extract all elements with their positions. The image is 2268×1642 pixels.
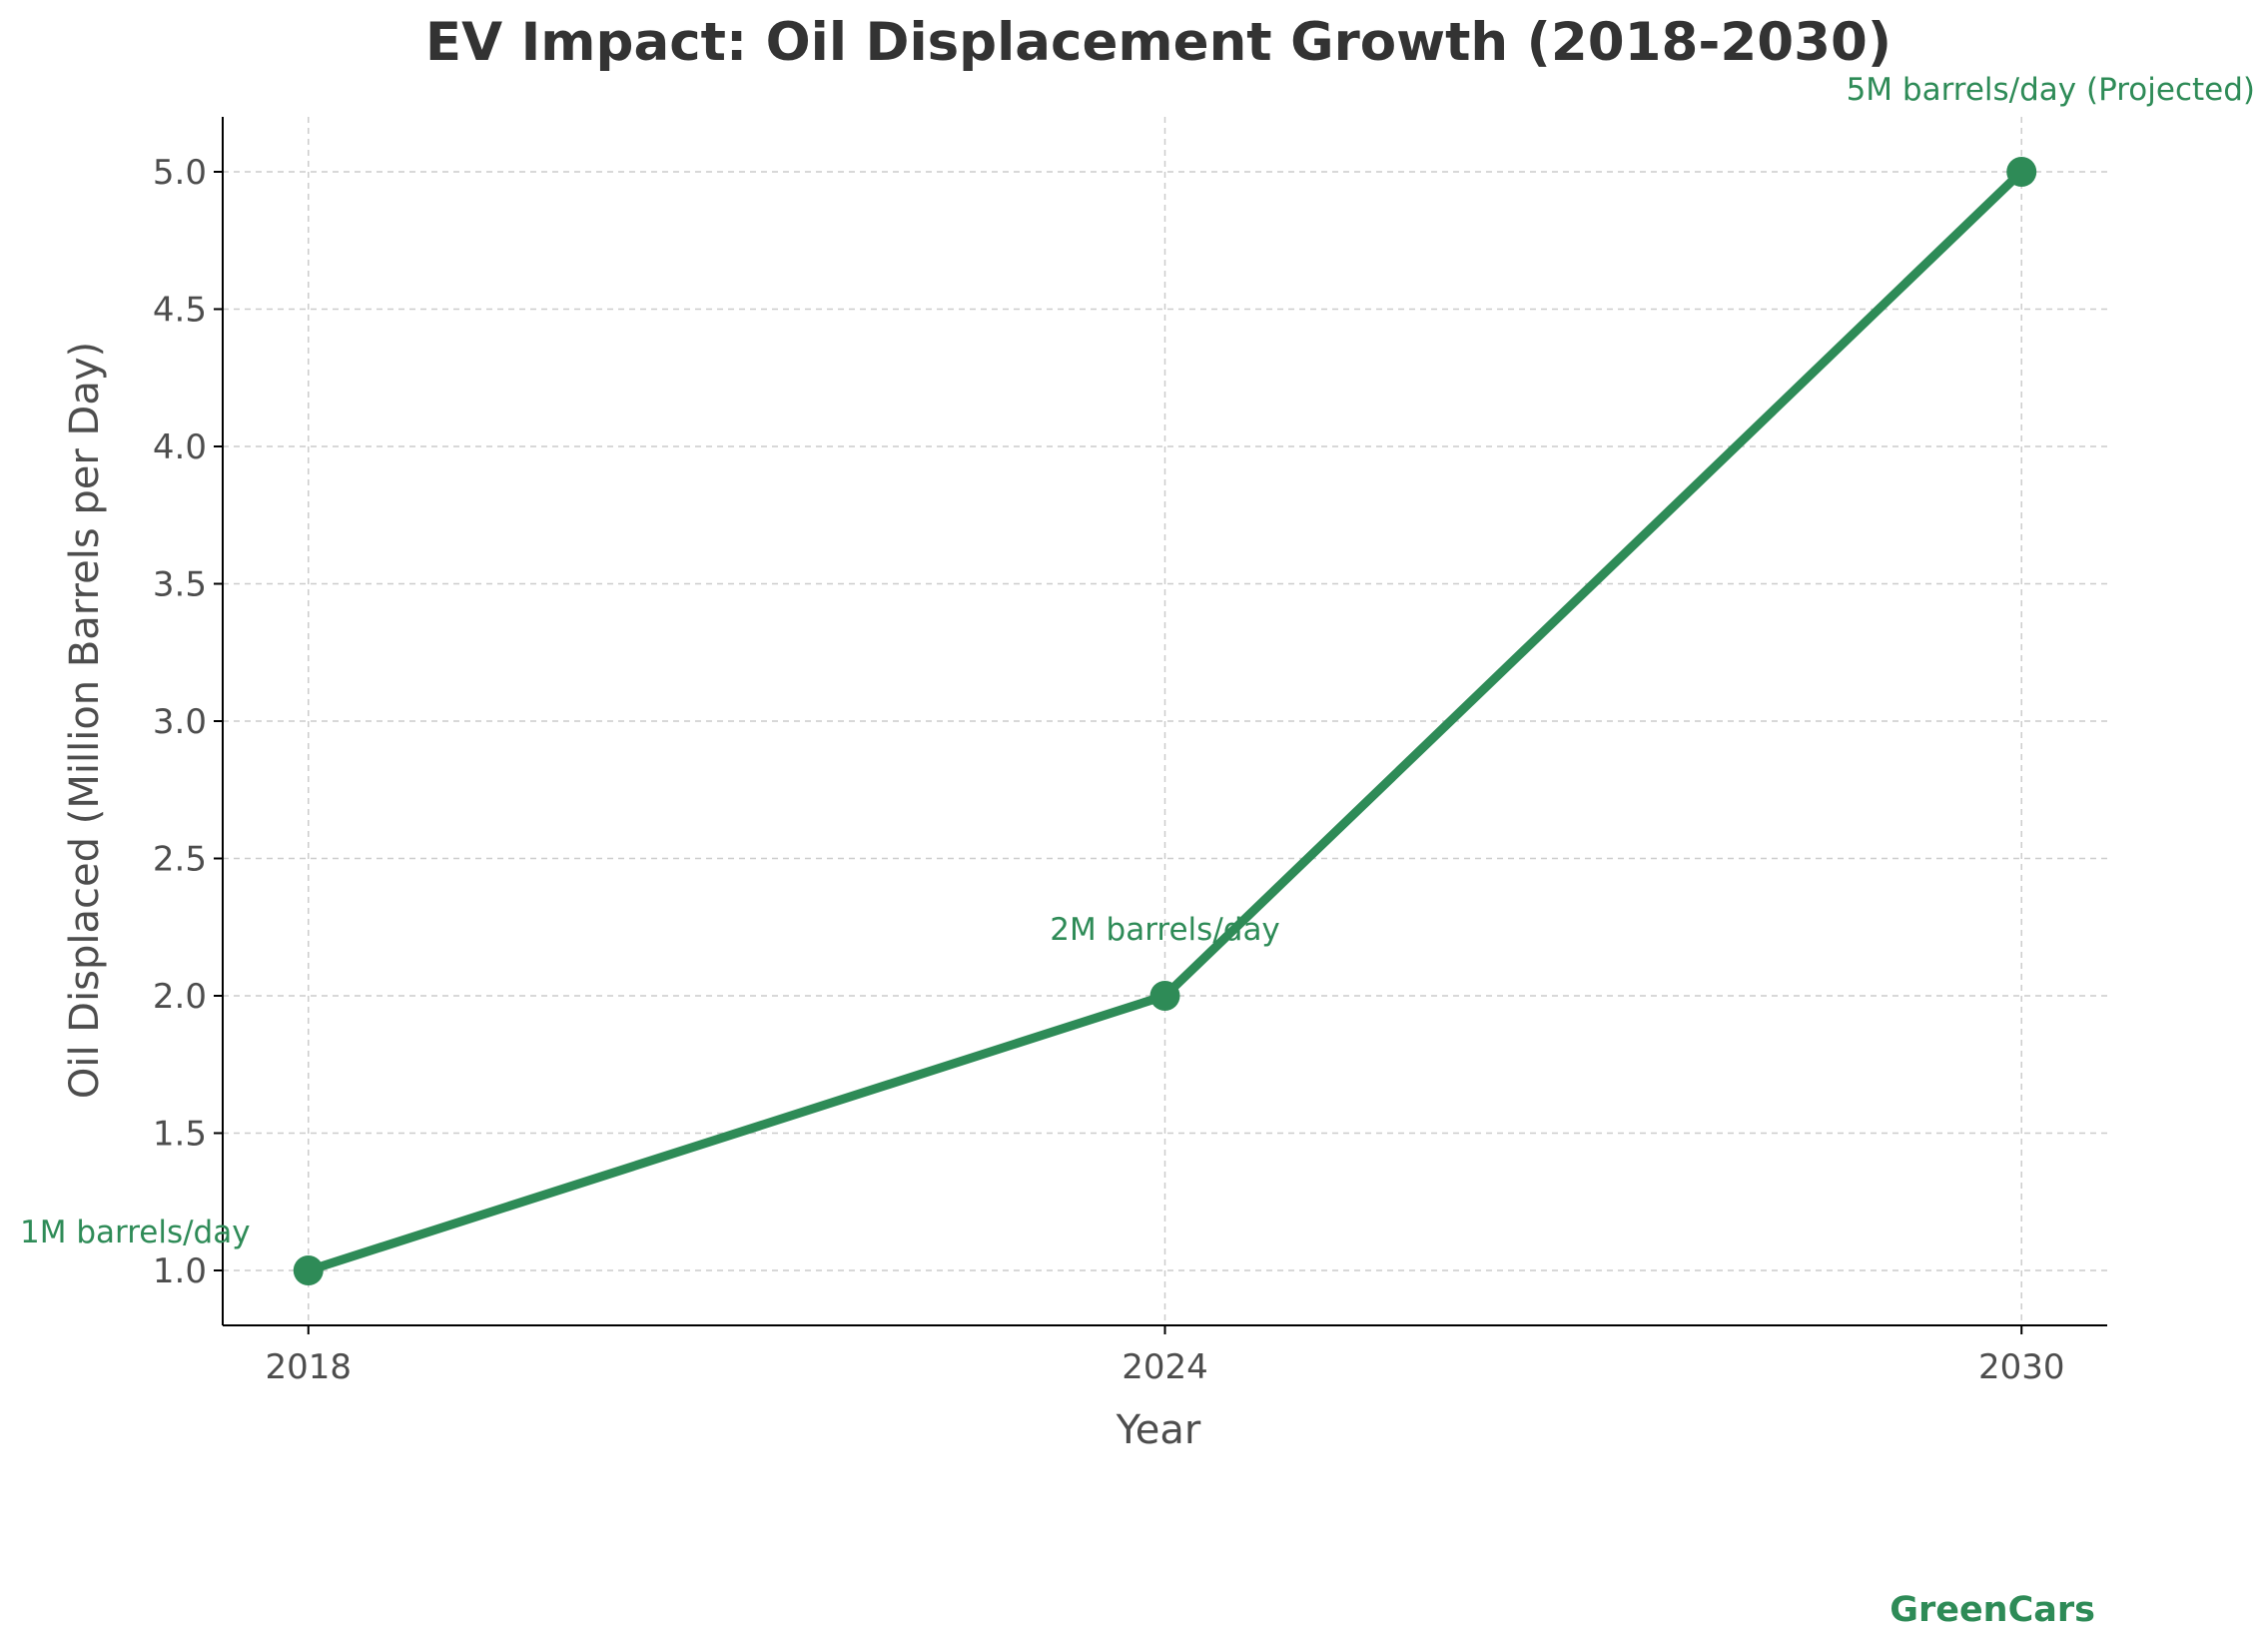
annotations: 1M barrels/day 2M barrels/day 5M barrels/d… (20, 72, 2255, 1250)
y-tick-label: 3.5 (153, 565, 207, 605)
y-tick-label: 5.0 (153, 153, 207, 193)
axes (214, 117, 2107, 1334)
data-point (1149, 981, 1180, 1011)
data-point (2006, 157, 2037, 187)
watermark-text: GreenCars (1890, 1590, 2095, 1630)
data-annotation: 5M barrels/day (Projected) (1847, 72, 2255, 108)
y-tick-label: 3.0 (153, 702, 207, 742)
data-annotation: 2M barrels/day (1050, 912, 1280, 948)
x-tick-label: 2018 (266, 1347, 353, 1387)
y-tick-label: 2.0 (153, 977, 207, 1017)
y-tick-label: 2.5 (153, 840, 207, 880)
y-axis-label: Oil Displaced (Million Barrels per Day) (62, 342, 108, 1099)
x-tick-label: 2030 (1978, 1347, 2065, 1387)
x-axis-label: Year (1116, 1407, 1201, 1453)
y-tick-label: 4.5 (153, 291, 207, 331)
y-tick-label: 4.0 (153, 427, 207, 467)
data-point (293, 1255, 324, 1285)
x-tick-label: 2024 (1122, 1347, 1208, 1387)
y-tick-label: 1.0 (153, 1251, 207, 1291)
y-tick-label: 1.5 (153, 1115, 207, 1155)
series-layer (293, 157, 2037, 1285)
chart-title: EV Impact: Oil Displacement Growth (2018… (425, 12, 1891, 73)
tick-labels: 1.0 1.5 2.0 2.5 3.0 3.5 4.0 4.5 5.0 2018 2024 2030 (153, 153, 2065, 1387)
data-annotation: 1M barrels/day (20, 1215, 251, 1250)
grid (223, 117, 2107, 1325)
